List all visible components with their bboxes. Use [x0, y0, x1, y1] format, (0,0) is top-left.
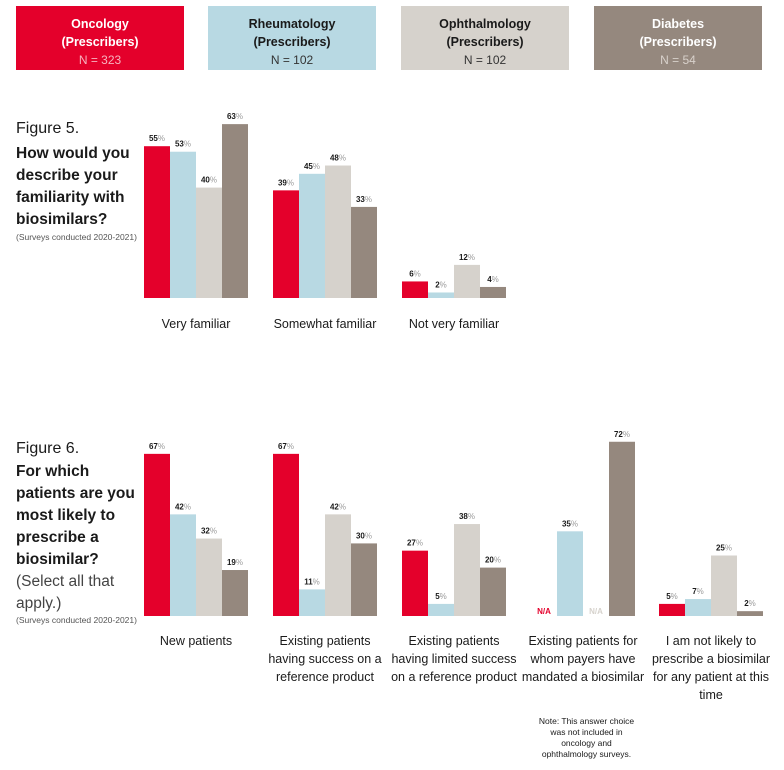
- category-label: Somewhat familiar: [273, 317, 377, 331]
- bar-ophthalmology: [325, 514, 351, 616]
- data-label: 25%: [716, 544, 732, 553]
- legend-sub: (Prescribers): [446, 35, 524, 49]
- legend-n: N = 102: [270, 53, 314, 67]
- legend-oncology: Oncology (Prescribers) N = 323: [16, 6, 184, 70]
- data-label: 20%: [485, 556, 501, 565]
- bar-ophthalmology: [711, 555, 737, 616]
- legend-n: N = 323: [78, 53, 122, 67]
- bar-diabetes: [351, 543, 377, 616]
- bar-oncology: [402, 281, 428, 298]
- data-label: 19%: [227, 558, 243, 567]
- figure6-answer-note: Note: This answer choice was not include…: [538, 716, 635, 759]
- na-label: N/A: [537, 607, 551, 616]
- data-label: 40%: [201, 176, 217, 185]
- bar-oncology: [659, 603, 685, 616]
- data-label: 27%: [407, 539, 423, 548]
- data-label: 35%: [562, 519, 578, 528]
- legend-sub: (Prescribers): [639, 35, 717, 49]
- figure5-number: Figure 5.: [16, 120, 80, 137]
- data-label: 42%: [330, 502, 346, 511]
- data-label: 33%: [356, 195, 372, 204]
- bar-rheumatology: [685, 599, 711, 616]
- category-label: I am not likely to prescribe a biosimila…: [651, 634, 771, 702]
- bar-diabetes: [222, 124, 248, 299]
- data-label: 72%: [614, 430, 630, 439]
- legend-name: Ophthalmology: [439, 17, 531, 31]
- category-label: New patients: [159, 634, 233, 648]
- legend-n: N = 54: [660, 53, 696, 67]
- legend-name: Rheumatology: [248, 17, 336, 31]
- data-label: 2%: [435, 280, 447, 289]
- bar-diabetes: [609, 441, 635, 616]
- data-label: 5%: [435, 592, 447, 601]
- bar-rheumatology: [299, 589, 325, 616]
- bar-oncology: [144, 146, 170, 298]
- category-label: Existing patients having limited success…: [391, 634, 517, 684]
- bar-ophthalmology: [325, 165, 351, 298]
- legend-ophthalmology: Ophthalmology (Prescribers) N = 102: [401, 6, 569, 70]
- bar-diabetes: [737, 611, 763, 616]
- data-label: 12%: [459, 253, 475, 262]
- bar-rheumatology: [557, 531, 583, 616]
- bar-rheumatology: [428, 292, 454, 298]
- na-label: N/A: [589, 607, 603, 616]
- figure5-question: How would you describe your familiarity …: [16, 145, 130, 228]
- bar-ophthalmology: [454, 264, 480, 298]
- data-label: 45%: [304, 162, 320, 171]
- data-label: 38%: [459, 512, 475, 521]
- category-label: Very familiar: [161, 317, 231, 331]
- data-label: 7%: [692, 587, 704, 596]
- legend-n: N = 102: [463, 53, 507, 67]
- bar-oncology: [144, 453, 170, 616]
- data-label: 30%: [356, 531, 372, 540]
- data-label: 5%: [666, 592, 678, 601]
- bar-rheumatology: [170, 151, 196, 298]
- bar-oncology: [273, 190, 299, 298]
- bar-oncology: [402, 550, 428, 616]
- category-label: Existing patients having success on a re…: [268, 634, 382, 684]
- bar-diabetes: [351, 206, 377, 298]
- data-label: 6%: [409, 269, 421, 278]
- bar-ophthalmology: [196, 538, 222, 616]
- legend-name: Oncology: [71, 17, 129, 31]
- bar-diabetes: [222, 570, 248, 616]
- data-label: 32%: [201, 527, 217, 536]
- bar-oncology: [273, 453, 299, 616]
- data-label: 39%: [278, 178, 294, 187]
- category-label: Not very familiar: [408, 317, 500, 331]
- legend-sub: (Prescribers): [61, 35, 139, 49]
- legend-name: Diabetes: [651, 17, 705, 31]
- bar-ophthalmology: [454, 524, 480, 616]
- legend-diabetes: Diabetes (Prescribers) N = 54: [594, 6, 762, 70]
- data-label: 4%: [487, 275, 499, 284]
- figure5-note: (Surveys conducted 2020-2021): [16, 232, 137, 242]
- data-label: 42%: [175, 502, 191, 511]
- data-label: 55%: [149, 134, 165, 143]
- bar-ophthalmology: [196, 187, 222, 298]
- data-label: 48%: [330, 154, 346, 163]
- figure6-select-note: (Select all that apply.): [16, 573, 115, 612]
- bar-diabetes: [480, 286, 506, 298]
- data-label: 67%: [149, 442, 165, 451]
- legend-sub: (Prescribers): [253, 35, 331, 49]
- data-label: 67%: [278, 442, 294, 451]
- data-label: 2%: [744, 599, 756, 608]
- figure6-note: (Surveys conducted 2020-2021): [16, 615, 137, 625]
- bar-diabetes: [480, 567, 506, 616]
- category-label: Existing patients for whom payers have m…: [521, 634, 645, 684]
- bar-rheumatology: [428, 603, 454, 616]
- figure6-question: For which patients are you most likely t…: [16, 463, 135, 568]
- legend-rheumatology: Rheumatology (Prescribers) N = 102: [208, 6, 376, 70]
- data-label: 11%: [304, 577, 320, 586]
- data-label: 53%: [175, 140, 191, 149]
- data-label: 63%: [227, 112, 243, 121]
- bar-rheumatology: [299, 173, 325, 298]
- bar-rheumatology: [170, 514, 196, 616]
- figure6-number: Figure 6.: [16, 440, 80, 457]
